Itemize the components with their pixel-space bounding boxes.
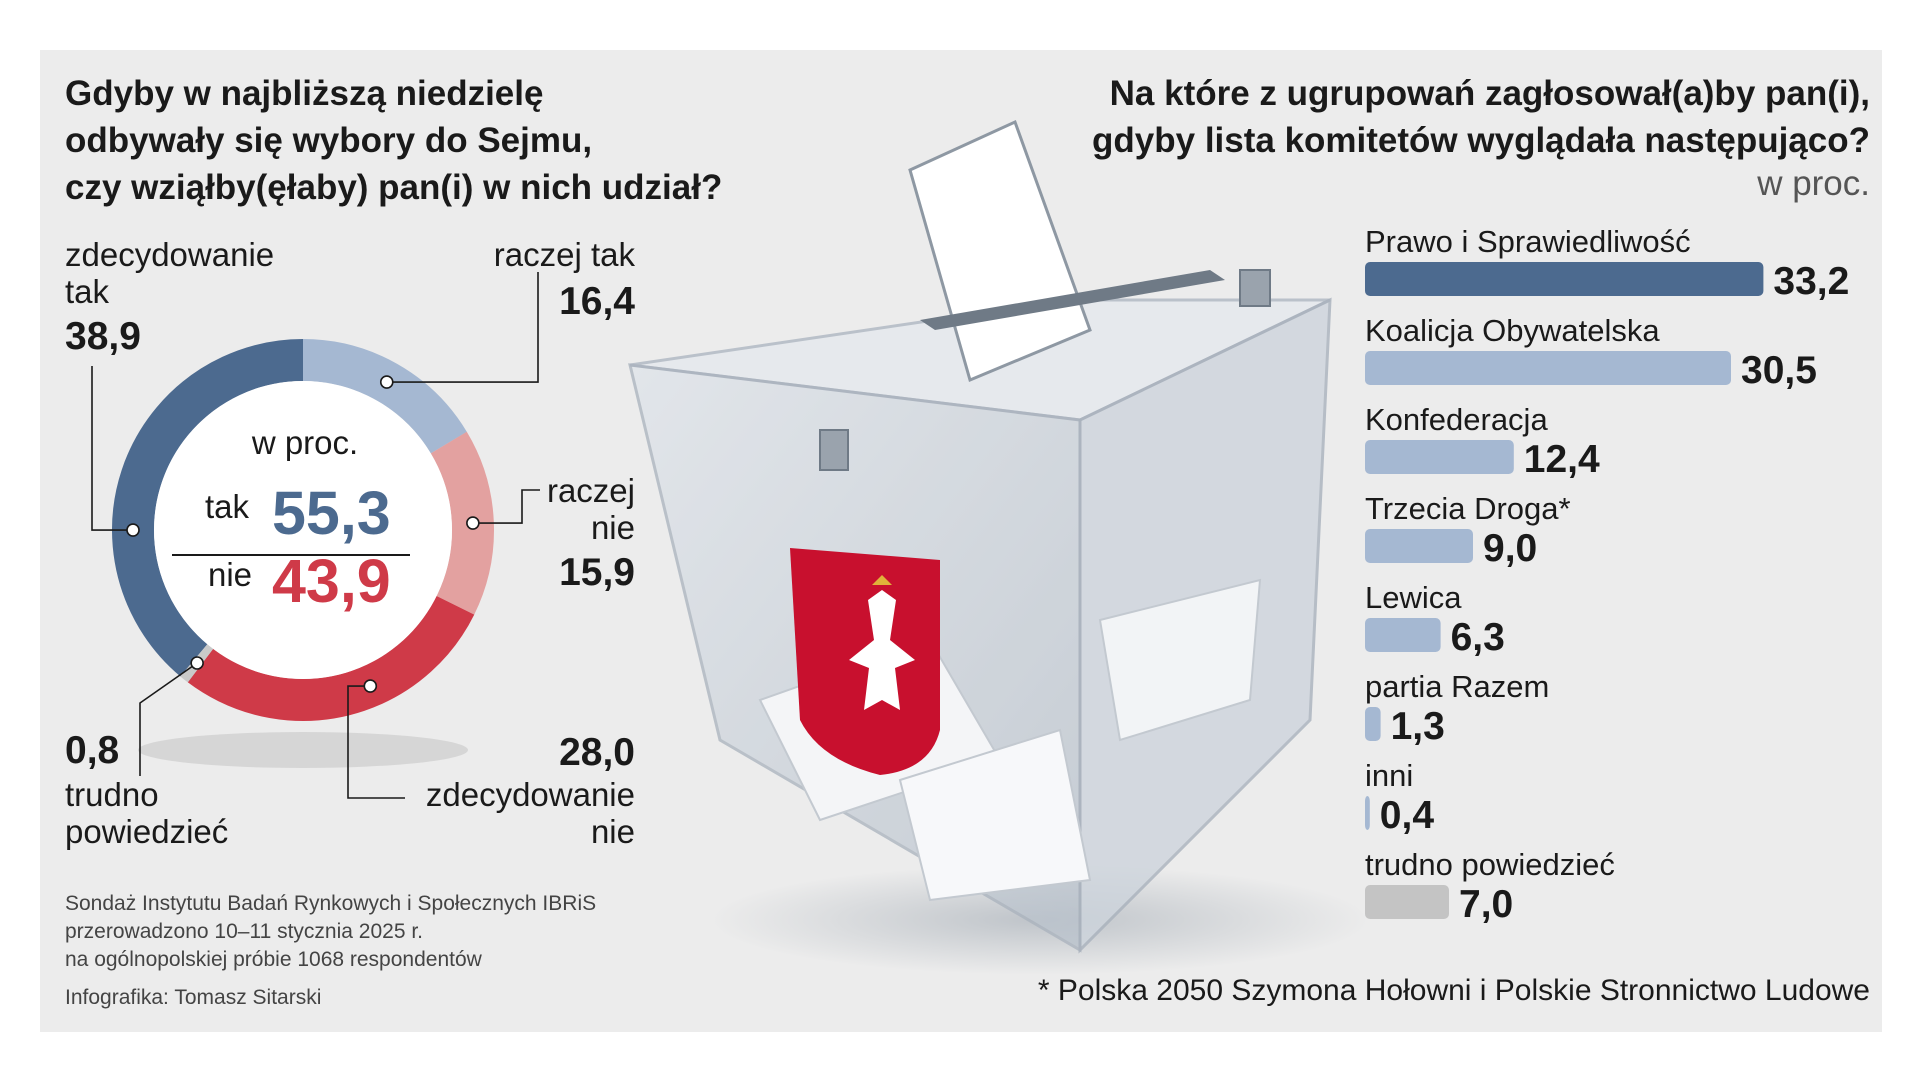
dont-know-label-line: trudno — [65, 776, 159, 813]
bar-3 — [1365, 529, 1473, 563]
bar-2 — [1365, 440, 1514, 474]
rather-no-value: 15,9 — [559, 551, 635, 594]
left-title-line: czy wziąłby(ęłaby) pan(i) w nich udział? — [65, 168, 723, 207]
bar-value-label: 7,0 — [1459, 883, 1513, 926]
bar-category-label: Lewica — [1365, 580, 1462, 615]
rather-no-label-line: raczej — [546, 472, 635, 509]
donut-slice-rather-no — [111, 339, 494, 721]
bar-7 — [1365, 885, 1449, 919]
bar-5 — [1365, 707, 1381, 741]
donut-slice-def-no — [112, 339, 494, 721]
def-yes-label-line: zdecydowanie — [65, 236, 275, 273]
right-title-line: gdyby lista komitetów wyglądała następuj… — [1092, 121, 1870, 160]
leader-line-def-no — [347, 685, 405, 799]
def-yes-label-line: tak — [65, 273, 110, 310]
bar-category-label: Koalicja Obywatelska — [1365, 313, 1660, 348]
no-total-label: nie — [208, 556, 253, 593]
survey-source-note: Sondaż Instytutu Badań Rynkowych i Społe… — [65, 890, 596, 974]
leader-line-rather-yes — [386, 272, 539, 383]
dont-know-label: trudno powiedzieć — [65, 776, 228, 850]
trzecia-droga-footnote: * Polska 2050 Szymona Hołowni i Polskie … — [1037, 974, 1870, 1007]
bar-value-label: 12,4 — [1524, 438, 1600, 481]
leader-dot-rather-no — [466, 516, 480, 530]
bar-1 — [1365, 351, 1731, 385]
def-no-label: zdecydowanie nie — [380, 776, 635, 850]
donut-unit-label: w proc. — [251, 424, 359, 461]
bar-0 — [1365, 262, 1764, 296]
bar-value-label: 1,3 — [1391, 705, 1445, 748]
leader-line-def-yes — [91, 366, 133, 531]
bar-category-label: Trzecia Droga* — [1365, 491, 1571, 526]
def-yes-label: zdecydowanie tak — [65, 236, 274, 310]
right-question-title: Na które z ugrupowań zagłosował(a)by pan… — [1040, 70, 1870, 164]
bar-category-label: Konfederacja — [1365, 402, 1548, 437]
donut-center — [154, 381, 452, 679]
leader-dot-def-yes — [126, 523, 140, 537]
rather-yes-value: 16,4 — [559, 280, 635, 323]
source-line: Sondaż Instytutu Badań Rynkowych i Społe… — [65, 892, 597, 915]
right-unit-label: w proc. — [1757, 164, 1870, 203]
yes-total-label: tak — [205, 488, 250, 525]
no-total-value: 43,9 — [272, 547, 391, 615]
def-no-label-line: nie — [590, 813, 635, 850]
yes-total-value: 55,3 — [272, 479, 391, 547]
dont-know-value: 0,8 — [65, 729, 120, 772]
bar-category-label: trudno powiedzieć — [1365, 847, 1615, 882]
leader-dot-rather-yes — [379, 375, 394, 389]
rather-no-label: raczej nie — [500, 472, 635, 546]
bar-value-label: 33,2 — [1773, 260, 1849, 303]
leader-dot-dont-know — [190, 656, 204, 670]
bar-value-label: 30,5 — [1741, 349, 1817, 392]
infographic-credit: Infografika: Tomasz Sitarski — [65, 986, 322, 1009]
leader-dot-def-no — [363, 679, 378, 693]
donut-shadow — [138, 732, 468, 768]
bar-category-label: partia Razem — [1365, 669, 1549, 704]
donut-slice-rather-yes — [112, 339, 494, 721]
right-title-line: Na które z ugrupowań zagłosował(a)by pan… — [1109, 74, 1870, 113]
left-title-line: odbywały się wybory do Sejmu, — [65, 121, 593, 160]
rather-yes-label: raczej tak — [493, 236, 635, 273]
left-title-line: Gdyby w najbliższą niedzielę — [65, 74, 544, 113]
bar-value-label: 0,4 — [1380, 794, 1435, 837]
def-no-value: 28,0 — [559, 731, 635, 774]
source-line: przerowadzono 10–11 stycznia 2025 r. — [65, 920, 424, 943]
leader-line-dont-know — [139, 662, 198, 776]
bar-4 — [1365, 618, 1441, 652]
bar-value-label: 9,0 — [1483, 527, 1537, 570]
leader-line-rather-no — [472, 489, 540, 524]
bar-category-label: inni — [1365, 758, 1413, 793]
bar-value-label: 6,3 — [1451, 616, 1505, 659]
rather-no-label-line: nie — [590, 509, 635, 546]
left-question-title: Gdyby w najbliższą niedzielę odbywały si… — [65, 70, 722, 211]
source-line: na ogólnopolskiej próbie 1068 respondent… — [65, 948, 482, 971]
def-yes-value: 38,9 — [65, 315, 141, 358]
dont-know-label-line: powiedzieć — [65, 813, 229, 850]
bar-6 — [1365, 796, 1370, 830]
def-no-label-line: zdecydowanie — [425, 776, 635, 813]
bar-category-label: Prawo i Sprawiedliwość — [1365, 224, 1691, 259]
